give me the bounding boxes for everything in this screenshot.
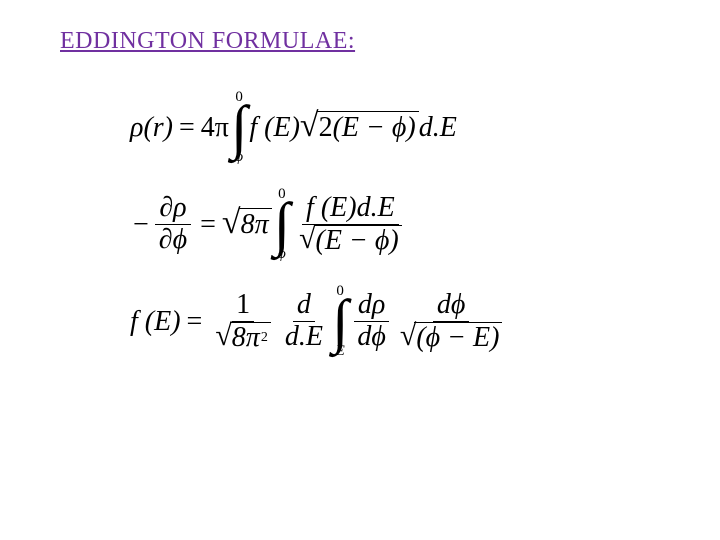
frac-num: ∂ρ bbox=[155, 193, 190, 225]
partial-fraction: ∂ρ ∂ϕ bbox=[155, 193, 191, 256]
lower-limit: E bbox=[336, 344, 345, 359]
equation-1: ρ(r) = 4π 0 ∫ ϕ f (E) √ 2 (E − ϕ) d.E bbox=[130, 90, 509, 165]
exponent: 2 bbox=[261, 330, 268, 345]
lower-limit: ϕ bbox=[278, 247, 286, 262]
frac-num: f (E)d.E bbox=[302, 193, 399, 225]
eq1-coef: 4π bbox=[201, 112, 229, 144]
d-dE-fraction: d d.E bbox=[281, 290, 327, 353]
frac-num: 1 bbox=[232, 290, 254, 322]
coef-fraction: 1 √ 8π2 bbox=[211, 290, 275, 354]
sqrt-inner: (E − ϕ) bbox=[333, 112, 416, 144]
drho-dphi-fraction: dρ dϕ bbox=[353, 290, 390, 353]
radicand: 8π2 bbox=[230, 322, 271, 354]
equation-2: − ∂ρ ∂ϕ = √ 8π 0 ∫ ϕ f (E)d.E √ (E − ϕ) bbox=[130, 187, 509, 262]
sqrt-block: √ 8π2 bbox=[215, 322, 271, 354]
frac-den: √ (ϕ − E) bbox=[396, 322, 507, 354]
frac-den: dϕ bbox=[353, 322, 390, 353]
integral-sign: 0 ∫ ϕ bbox=[231, 90, 247, 165]
eq3-lhs: f (E) bbox=[130, 306, 181, 338]
equation-3: f (E) = 1 √ 8π2 d d.E 0 ∫ E dρ dϕ bbox=[130, 284, 509, 359]
frac-num: d bbox=[293, 290, 315, 322]
radicand: (E − ϕ) bbox=[314, 225, 402, 257]
int-symbol: ∫ bbox=[332, 299, 348, 344]
frac-den: √ (E − ϕ) bbox=[295, 225, 406, 257]
minus-sign: − bbox=[130, 209, 152, 241]
sqrt-block: √ 8π bbox=[222, 208, 272, 241]
radicand: (ϕ − E) bbox=[414, 322, 502, 354]
sqrt-block: √ (E − ϕ) bbox=[299, 225, 402, 257]
sqrt-block: √ 2 (E − ϕ) bbox=[300, 111, 419, 144]
sqrt-coef: 2 bbox=[319, 112, 333, 144]
formula-block: ρ(r) = 4π 0 ∫ ϕ f (E) √ 2 (E − ϕ) d.E − … bbox=[130, 90, 509, 381]
eq1-lhs: ρ(r) bbox=[130, 112, 173, 144]
frac-num: dρ bbox=[354, 290, 389, 322]
frac-den: √ 8π2 bbox=[211, 322, 275, 354]
radicand: 8π bbox=[239, 208, 272, 241]
page-title: EDDINGTON FORMULAE: bbox=[60, 28, 355, 55]
eq1-dE: d.E bbox=[419, 112, 457, 144]
sqrt-block: √ (ϕ − E) bbox=[400, 322, 503, 354]
lower-limit: ϕ bbox=[235, 150, 243, 165]
eq1-f: f (E) bbox=[249, 112, 300, 144]
integral-sign: 0 ∫ E bbox=[332, 284, 348, 359]
equals-sign: = bbox=[173, 112, 201, 144]
equals-sign: = bbox=[194, 209, 222, 241]
int-symbol: ∫ bbox=[274, 202, 290, 247]
radicand: 2 (E − ϕ) bbox=[317, 111, 419, 144]
int-symbol: ∫ bbox=[231, 105, 247, 150]
frac-den: ∂ϕ bbox=[155, 225, 191, 256]
frac-den: d.E bbox=[281, 322, 327, 353]
rad-text: 8π bbox=[232, 323, 260, 354]
frac-num: dϕ bbox=[433, 290, 470, 322]
last-fraction: dϕ √ (ϕ − E) bbox=[396, 290, 507, 354]
integrand-fraction: f (E)d.E √ (E − ϕ) bbox=[295, 193, 406, 257]
equals-sign: = bbox=[181, 306, 209, 338]
integral-sign: 0 ∫ ϕ bbox=[274, 187, 290, 262]
